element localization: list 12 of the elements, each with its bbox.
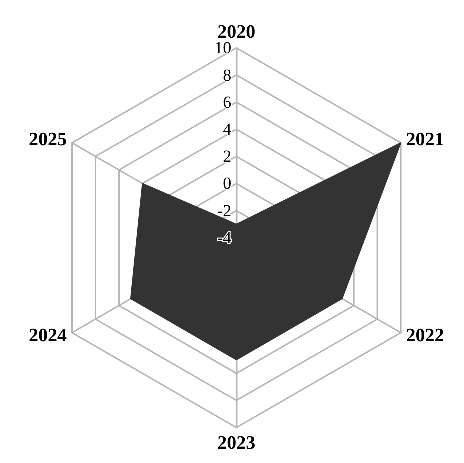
y-tick-label: 6 (223, 92, 232, 112)
spoke-label: 2025 (29, 130, 68, 151)
y-tick-label: 2 (223, 147, 232, 166)
spoke-label: 2021 (406, 130, 444, 151)
spoke-label: 2023 (218, 432, 256, 454)
spoke-label: 2024 (29, 325, 68, 346)
spoke-label: 2022 (406, 325, 444, 346)
y-tick-label: 8 (223, 66, 232, 85)
y-tick-label: -4 (217, 228, 232, 248)
y-tick-label: 0 (223, 174, 232, 194)
y-tick-label: -2 (217, 201, 232, 220)
y-tick-label: 4 (223, 120, 232, 140)
